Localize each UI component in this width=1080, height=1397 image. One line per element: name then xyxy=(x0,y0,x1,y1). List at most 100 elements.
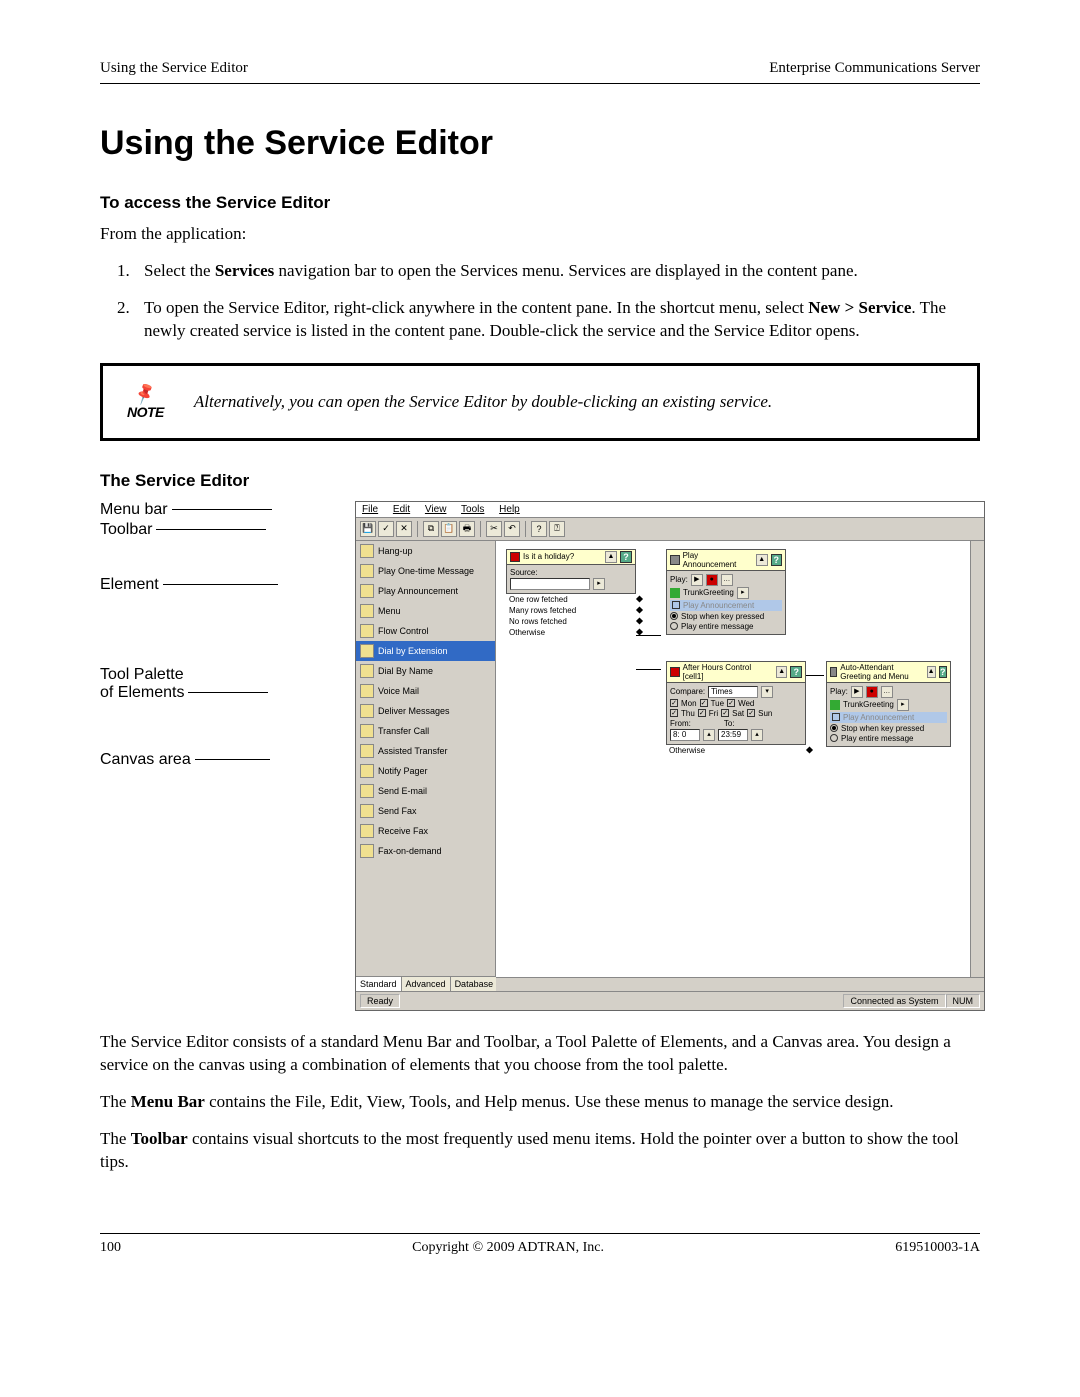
toolbar-btn-undo[interactable]: ↶ xyxy=(504,521,520,537)
menu-view[interactable]: View xyxy=(425,504,447,515)
palette-item[interactable]: Play One-time Message xyxy=(356,561,495,581)
palette-tab-database[interactable]: Database xyxy=(451,977,499,991)
toolbar-btn-whatsthis[interactable]: ⍰ xyxy=(549,521,565,537)
hscrollbar[interactable] xyxy=(496,977,984,991)
ah-compare-drop[interactable]: ▾ xyxy=(761,686,773,698)
chk-wed[interactable] xyxy=(727,699,735,707)
palette-item-label: Transfer Call xyxy=(378,726,429,736)
palette-tab-standard[interactable]: Standard xyxy=(356,977,402,991)
toolbar-btn-paste[interactable]: 📋 xyxy=(441,521,457,537)
aa-radio-stop[interactable] xyxy=(830,724,838,732)
canvas-area[interactable]: Is it a holiday? ▲ ? Source: ▸ One row f… xyxy=(496,541,984,991)
browse-button[interactable]: … xyxy=(721,574,733,586)
toolbar-btn-cut[interactable]: ✂ xyxy=(486,521,502,537)
palette-item[interactable]: Fax-on-demand xyxy=(356,841,495,861)
chk-mon[interactable] xyxy=(670,699,678,707)
palette-items: Hang-upPlay One-time Message Play Announc… xyxy=(356,541,495,976)
greeting-drop[interactable]: ▸ xyxy=(737,587,749,599)
chk-thu[interactable] xyxy=(670,709,678,717)
toolbar-btn-print[interactable]: 🖶 xyxy=(459,521,475,537)
playann-radio-stop[interactable] xyxy=(670,612,678,620)
help-icon[interactable]: ? xyxy=(620,551,632,563)
palette-tab-advanced[interactable]: Advanced xyxy=(402,977,451,991)
playann-radio-entire[interactable] xyxy=(670,622,678,630)
menu-help[interactable]: Help xyxy=(499,504,520,515)
palette-item[interactable]: Send Fax xyxy=(356,801,495,821)
palette-item[interactable]: Play Announcement xyxy=(356,581,495,601)
lbl-sat: Sat xyxy=(732,709,744,718)
palette-item[interactable]: Dial by Extension xyxy=(356,641,495,661)
status-connection: Connected as System xyxy=(843,994,945,1008)
node-playann-up[interactable]: ▲ xyxy=(756,554,767,566)
node-holiday-out3[interactable]: No rows fetched xyxy=(506,616,636,627)
node-holiday[interactable]: Is it a holiday? ▲ ? Source: ▸ One row f… xyxy=(506,549,636,638)
callout-menubar: Menu bar xyxy=(100,501,272,519)
node-holiday-out4[interactable]: Otherwise xyxy=(506,627,636,638)
header-right: Enterprise Communications Server xyxy=(769,60,980,77)
para-overview: The Service Editor consists of a standar… xyxy=(100,1031,980,1077)
node-holiday-out2[interactable]: Many rows fetched xyxy=(506,605,636,616)
page-header: Using the Service Editor Enterprise Comm… xyxy=(100,60,980,84)
ah-otherwise[interactable]: Otherwise xyxy=(666,745,806,756)
node-play-announcement[interactable]: Play Announcement ▲ ? Play: ▶ ● … TrunkG… xyxy=(666,549,786,635)
toolbar-btn-save[interactable]: 💾 xyxy=(360,521,376,537)
flow-icon xyxy=(670,667,680,677)
palette-item-label: Play Announcement xyxy=(378,586,458,596)
node-ah-up[interactable]: ▲ xyxy=(776,666,788,678)
palette-item[interactable]: Menu xyxy=(356,601,495,621)
aa-radio-entire[interactable] xyxy=(830,734,838,742)
palette-item[interactable]: Hang-up xyxy=(356,541,495,561)
node-holiday-out1[interactable]: One row fetched xyxy=(506,594,636,605)
palette-item[interactable]: Deliver Messages xyxy=(356,701,495,721)
palette-item[interactable]: Transfer Call xyxy=(356,721,495,741)
record-button[interactable]: ● xyxy=(866,686,878,698)
palette-item-label: Deliver Messages xyxy=(378,706,450,716)
palette-item[interactable]: Dial By Name xyxy=(356,661,495,681)
node-holiday-source-field[interactable] xyxy=(510,578,590,590)
chk-tue[interactable] xyxy=(700,699,708,707)
aa-greeting-drop[interactable]: ▸ xyxy=(897,699,909,711)
palette-item-icon xyxy=(360,584,374,598)
toolbar-btn-help[interactable]: ? xyxy=(531,521,547,537)
ah-from-spin[interactable]: ▴ xyxy=(703,729,715,741)
toolbar-btn-validate[interactable]: ✓ xyxy=(378,521,394,537)
menu-edit[interactable]: Edit xyxy=(393,504,410,515)
palette-item[interactable]: Voice Mail xyxy=(356,681,495,701)
node-after-hours[interactable]: After Hours Control [cell1] ▲ ? Compare:… xyxy=(666,661,806,756)
palette-item[interactable]: Assisted Transfer xyxy=(356,741,495,761)
aa-announce: Play Announcement xyxy=(843,713,914,722)
chk-sun[interactable] xyxy=(747,709,755,717)
playann-chk[interactable] xyxy=(672,601,680,609)
para-menubar-b: Menu Bar xyxy=(131,1092,205,1111)
ah-to-spin[interactable]: ▴ xyxy=(751,729,763,741)
palette-item[interactable]: Receive Fax xyxy=(356,821,495,841)
play-button[interactable]: ▶ xyxy=(851,686,863,698)
help-icon[interactable]: ? xyxy=(939,666,947,678)
help-icon[interactable]: ? xyxy=(771,554,782,566)
node-holiday-up[interactable]: ▲ xyxy=(605,551,617,563)
chk-sat[interactable] xyxy=(721,709,729,717)
palette-item-label: Voice Mail xyxy=(378,686,419,696)
service-editor-figure: Menu bar Toolbar Element Tool Palette of… xyxy=(170,501,980,1011)
toolbar-btn-delete[interactable]: ✕ xyxy=(396,521,412,537)
palette-item[interactable]: Send E-mail xyxy=(356,781,495,801)
note-text: Alternatively, you can open the Service … xyxy=(194,392,772,412)
play-button[interactable]: ▶ xyxy=(691,574,703,586)
menu-file[interactable]: File xyxy=(362,504,378,515)
ah-to-field[interactable]: 23:59 xyxy=(718,729,748,741)
node-holiday-source-btn[interactable]: ▸ xyxy=(593,578,605,590)
palette-item[interactable]: Notify Pager xyxy=(356,761,495,781)
vscrollbar[interactable] xyxy=(970,541,984,977)
ah-compare-field[interactable]: Times xyxy=(708,686,758,698)
aa-chk[interactable] xyxy=(832,713,840,721)
ah-from-field[interactable]: 8: 0 xyxy=(670,729,700,741)
record-button[interactable]: ● xyxy=(706,574,718,586)
node-auto-attendant[interactable]: Auto-Attendant Greeting and Menu ▲ ? Pla… xyxy=(826,661,951,747)
toolbar-btn-copy[interactable]: ⧉ xyxy=(423,521,439,537)
node-aa-up[interactable]: ▲ xyxy=(927,666,936,678)
palette-item[interactable]: Flow Control xyxy=(356,621,495,641)
browse-button[interactable]: … xyxy=(881,686,893,698)
menu-tools[interactable]: Tools xyxy=(461,504,484,515)
help-icon[interactable]: ? xyxy=(790,666,802,678)
chk-fri[interactable] xyxy=(698,709,706,717)
